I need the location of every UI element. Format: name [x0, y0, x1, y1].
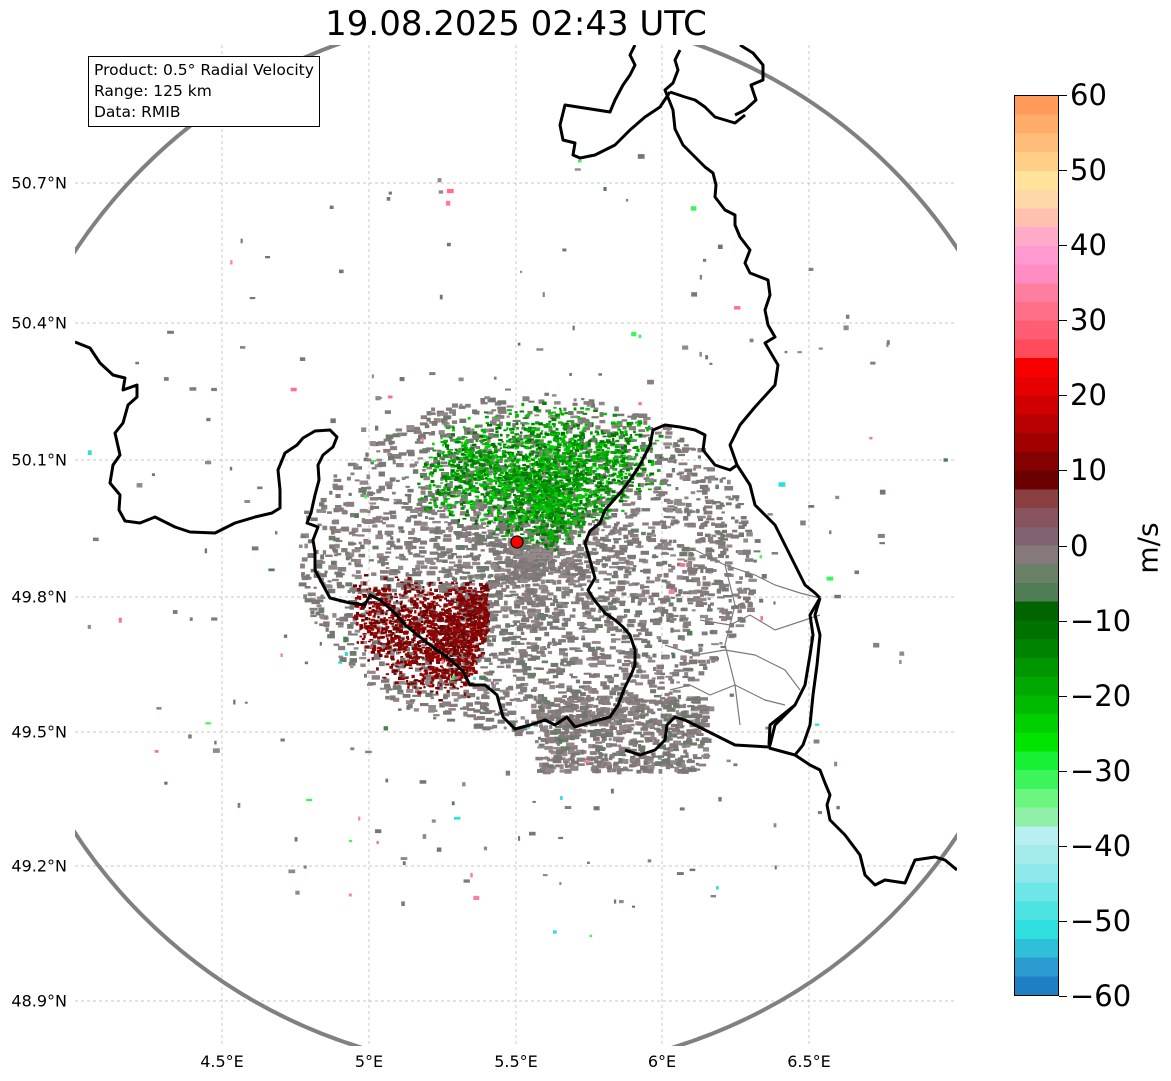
lon-label: 5.5°E — [494, 1052, 538, 1071]
colorbar-tick-label: −20 — [1070, 678, 1132, 713]
radar-site-marker[interactable] — [510, 535, 524, 549]
colorbar-tick-label: 0 — [1070, 528, 1089, 563]
colorbar-tick-label: 60 — [1070, 78, 1107, 112]
colorbar-tick-label: 40 — [1070, 228, 1107, 263]
lat-label: 48.9°N — [11, 991, 67, 1011]
colorbar-tick-label: 50 — [1070, 153, 1107, 188]
info-box: Product: 0.5° Radial Velocity Range: 125… — [88, 56, 320, 127]
colorbar-tick-mark — [1059, 545, 1067, 547]
lat-label: 50.7°N — [11, 173, 67, 193]
colorbar-tick-label: −40 — [1070, 828, 1132, 863]
colorbar-tick-mark — [1059, 170, 1067, 172]
colorbar-tick-mark — [1059, 470, 1067, 472]
radar-echoes — [87, 154, 948, 937]
info-source: Data: RMIB — [94, 103, 181, 121]
colorbar-tick-mark — [1059, 395, 1067, 397]
lon-label: 6.5°E — [787, 1052, 831, 1071]
lon-label: 6°E — [647, 1052, 677, 1071]
internal-borders — [664, 549, 821, 726]
lat-label: 49.8°N — [11, 587, 67, 607]
colorbar-tick-label: 30 — [1070, 303, 1107, 338]
colorbar-tick-mark — [1059, 845, 1067, 847]
colorbar-tick-label: −10 — [1070, 603, 1132, 638]
info-product: Product: 0.5° Radial Velocity — [94, 61, 314, 79]
lat-label: 49.2°N — [11, 856, 67, 876]
lat-label: 49.5°N — [11, 722, 67, 742]
colorbar-tick-mark — [1059, 770, 1067, 772]
colorbar-tick-label: −60 — [1070, 979, 1132, 1013]
lon-label: 4.5°E — [200, 1052, 244, 1071]
colorbar-tick-mark — [1059, 996, 1067, 997]
country-borders — [75, 45, 957, 887]
colorbar-tick-mark — [1059, 920, 1067, 922]
lon-label: 5°E — [354, 1052, 384, 1071]
colorbar-tick-mark — [1059, 245, 1067, 247]
info-range: Range: 125 km — [94, 82, 212, 100]
colorbar-tick-mark — [1059, 620, 1067, 622]
colorbar — [1014, 95, 1059, 996]
colorbar-tick-mark — [1059, 695, 1067, 697]
colorbar-tick-label: −30 — [1070, 753, 1132, 788]
colorbar-tick-label: −50 — [1070, 903, 1132, 938]
colorbar-tick-label: 10 — [1070, 453, 1107, 488]
lat-label: 50.4°N — [11, 313, 67, 333]
map-title: 19.08.2025 02:43 UTC — [325, 4, 707, 44]
colorbar-tick-mark — [1059, 95, 1067, 96]
colorbar-tick-mark — [1059, 320, 1067, 322]
colorbar-unit: m/s — [1131, 522, 1165, 574]
radar-map[interactable] — [75, 45, 957, 1046]
colorbar-tick-label: 20 — [1070, 378, 1107, 413]
lat-label: 50.1°N — [11, 450, 67, 470]
